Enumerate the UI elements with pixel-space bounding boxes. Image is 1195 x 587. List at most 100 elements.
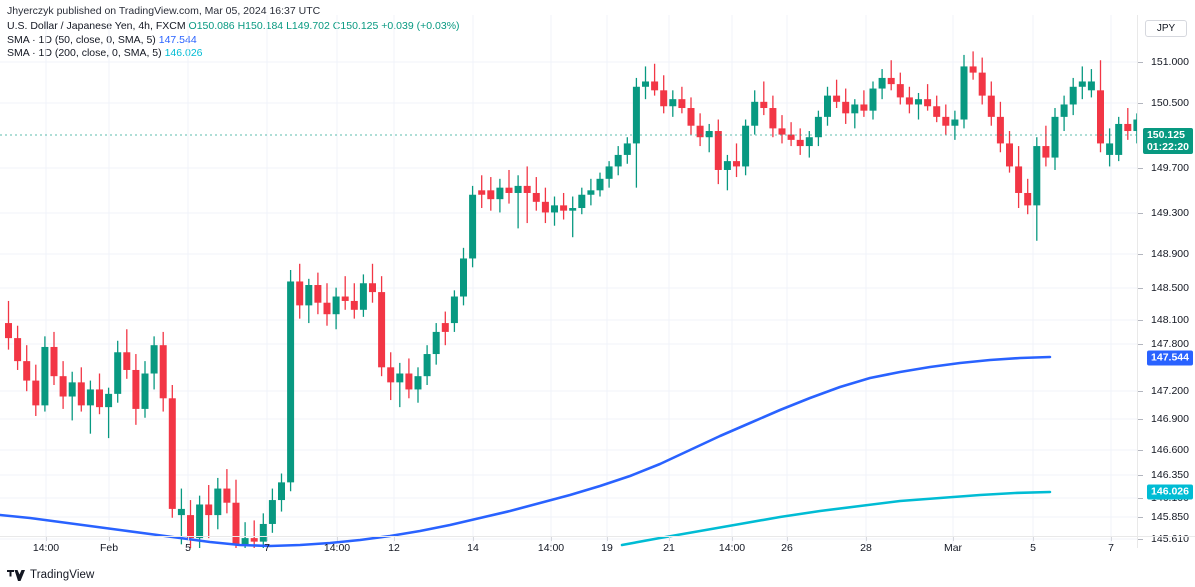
candle-body (496, 187, 504, 200)
sma50-price-tag[interactable]: 147.544 (1147, 350, 1193, 366)
price-tick-mark (1138, 391, 1143, 392)
sma50-value: 147.544 (158, 33, 197, 46)
candle-body (150, 345, 158, 374)
currency-badge[interactable]: JPY (1145, 20, 1187, 37)
candle-body (778, 128, 786, 135)
price-tick-mark (1138, 517, 1143, 518)
candle-body (232, 502, 240, 545)
candle-body (605, 166, 613, 179)
candle-body (405, 373, 413, 390)
candle-body (824, 95, 831, 117)
candle-body (951, 119, 959, 126)
candle-body (378, 292, 386, 368)
candle-body (86, 389, 94, 406)
open-label: O (188, 20, 197, 32)
bar-countdown: 01:22:20 (1146, 141, 1189, 153)
candle-body (723, 161, 731, 170)
legend-row-sma50[interactable]: SMA · 1D (50, close, 0, SMA, 5) 147.544 (7, 34, 460, 48)
price-tick-mark (1138, 103, 1143, 104)
candle-body (687, 108, 695, 126)
price-plot-area[interactable] (0, 15, 1137, 548)
price-tick-label: 147.800 (1151, 338, 1189, 350)
open-value: 150.086 (196, 20, 235, 32)
sma200-price-tag[interactable]: 146.026 (1147, 484, 1193, 500)
candle-body (1106, 143, 1114, 155)
candle-body (314, 285, 322, 303)
candle-body (1006, 143, 1013, 167)
candle-body (833, 95, 841, 102)
candle-body (669, 99, 677, 107)
candle-body (642, 81, 649, 87)
price-tick-mark (1138, 288, 1143, 289)
candle-body (1051, 116, 1059, 158)
price-tick-mark (1138, 320, 1143, 321)
candle-body (933, 106, 941, 117)
candle-body (268, 500, 276, 524)
time-tick-label: 7 (264, 542, 270, 554)
candle-body (660, 90, 668, 107)
time-axis[interactable]: 14:00 Feb 5 7 14:00 12 14 14:00 19 21 14:00 26 28 Mar… (0, 536, 1195, 558)
price-tick-label: 146.600 (1151, 444, 1189, 456)
candle-body (423, 354, 431, 377)
candle-body (187, 515, 194, 539)
candle-body (751, 101, 759, 126)
time-tick-mark (551, 537, 552, 541)
price-tick-label: 151.000 (1151, 56, 1189, 68)
candle-body (414, 376, 422, 390)
sma50-title: SMA · 1D (50, close, 0, SMA, 5) (7, 33, 156, 46)
time-tick-label: 5 (185, 542, 191, 554)
candle-body (860, 104, 868, 111)
candle-body (960, 66, 968, 120)
tradingview-logo-icon (7, 569, 25, 581)
last-price-tag[interactable]: 150.125 01:22:20 (1142, 128, 1193, 154)
candle-body (924, 99, 932, 107)
price-axis[interactable]: JPY 151.000 150.500 149.700 149.300 148.900 1… (1137, 15, 1195, 548)
candle-body (678, 99, 686, 109)
legend-row-symbol[interactable]: U.S. Dollar / Japanese Yen, 4h, FXCM O15… (7, 20, 460, 34)
candle-body (369, 283, 376, 293)
candle-body (114, 352, 122, 394)
candle-body (478, 190, 486, 195)
candle-body (23, 361, 31, 381)
symbol-title[interactable]: U.S. Dollar / Japanese Yen, 4h, FXCM (7, 20, 186, 32)
candle-body (223, 488, 231, 503)
candle-body (541, 201, 549, 213)
price-tick-label: 150.500 (1151, 97, 1189, 109)
candle-body (569, 208, 577, 211)
candle-body (1060, 104, 1068, 117)
low-value: 149.702 (291, 20, 330, 32)
price-tick-label: 149.300 (1151, 207, 1189, 219)
time-tick-mark (669, 537, 670, 541)
candle-body (878, 77, 886, 89)
candle-body (14, 338, 22, 362)
time-tick-label: 14:00 (718, 542, 746, 554)
candle-body (287, 281, 295, 483)
candle-body (532, 192, 540, 202)
candle-body (851, 104, 859, 114)
candle-body (596, 178, 604, 191)
price-tick-mark (1138, 498, 1143, 499)
price-tick-label: 146.900 (1151, 413, 1189, 425)
candle-body (487, 190, 495, 200)
candle-body (159, 345, 167, 399)
candle-body (341, 296, 349, 301)
candle-body (523, 185, 531, 193)
candle-body (814, 116, 822, 138)
candle-body (915, 99, 922, 105)
candle-body (769, 108, 777, 129)
candle-body (68, 382, 76, 397)
candles (5, 51, 1137, 548)
candle-body (250, 538, 258, 542)
time-tick-mark (787, 537, 788, 541)
price-tick-label: 145.850 (1151, 511, 1189, 523)
candlestick-series (0, 15, 1137, 548)
price-tick-mark (1138, 62, 1143, 63)
time-tick-label: 7 (1108, 542, 1114, 554)
candle-body (942, 116, 950, 126)
candle-body (432, 331, 440, 355)
close-value: 150.125 (340, 20, 379, 32)
time-tick-label: 19 (601, 542, 613, 554)
candle-body (978, 72, 986, 96)
time-tick-label: 14:00 (323, 542, 351, 554)
